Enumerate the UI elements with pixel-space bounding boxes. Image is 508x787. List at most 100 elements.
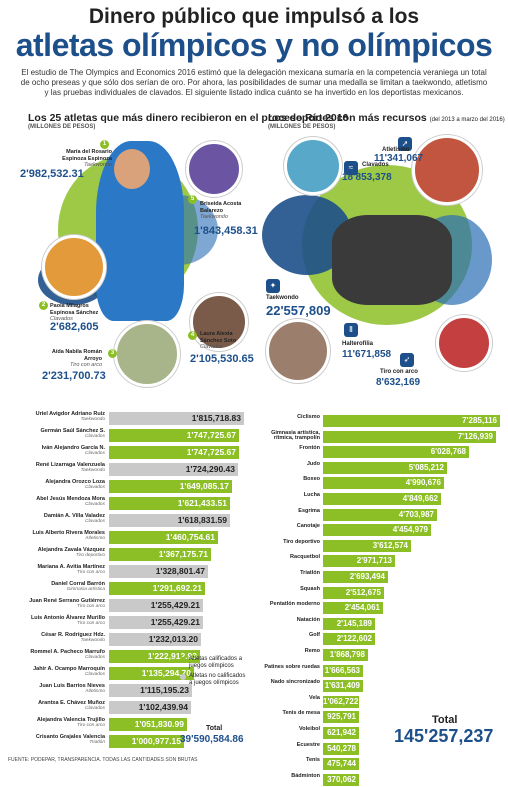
athlete-name: Mariana A. Avitia Martínez Tiro con arco	[10, 564, 105, 576]
sport-value-label: 621,942	[327, 728, 356, 737]
sport-name: Boxeo	[303, 476, 320, 483]
athlete-3-photo	[114, 321, 180, 387]
athlete-bar	[109, 599, 203, 612]
legend-swatch-gray	[180, 674, 186, 680]
sport-name: Golf	[309, 632, 320, 639]
athlete-name: Damián A. Villa Valadez Clavados	[10, 513, 105, 525]
sport-row: Natación 2'145,189	[262, 616, 502, 632]
athlete-bar	[109, 514, 230, 527]
athlete-sport: Clavados	[85, 502, 105, 507]
sport-value-label: 4'849,662	[402, 494, 438, 503]
sport-value-label: 4'454,979	[392, 525, 428, 535]
weightlifting-photo	[266, 319, 330, 383]
athlete-row: Alejandra Zavala Vázquez Tiro deportivo 1'…	[10, 546, 250, 563]
source-note: FUENTE: PODEPAR, TRANSPARENCIA. TODAS LA…	[8, 757, 198, 763]
sport-row: Voleibol 621,942	[262, 725, 502, 741]
athlete-name: Juan Luis Barrios Nieves Atletismo	[10, 683, 105, 695]
athlete-bar	[109, 684, 192, 697]
sport-row: Esgrima 4'703,987	[262, 507, 502, 523]
sport-bar	[323, 664, 363, 677]
athlete-sport: Gimnasia artística	[66, 587, 105, 592]
sport-name: Voleibol	[299, 726, 320, 732]
sport-name: Canotaje	[296, 523, 320, 530]
legend-item-not-qualified: Atletas no calificados a juegos olímpico…	[180, 673, 250, 686]
sport-row: Canotaje 4'454,979	[262, 522, 502, 538]
left-section-title: Los 25 atletas que más dinero recibieron…	[28, 112, 349, 124]
sport-bar	[323, 680, 363, 693]
athlete-sport: Tiro con arco	[77, 570, 105, 575]
sport-bar	[323, 742, 359, 755]
sports-photo-collage: ≈ Clavados 18'853,378 ➚ Atletismo 11'341…	[262, 135, 502, 390]
sport-amount: 18'853,378	[342, 172, 392, 183]
athlete-sport: Taekwondo	[80, 638, 105, 643]
taekwondo-fight-photo	[332, 215, 452, 305]
sport-name: Lucha	[303, 492, 320, 498]
sport-bar	[323, 539, 411, 552]
athlete-bar	[109, 446, 239, 459]
athlete-bar	[109, 633, 201, 646]
athlete-row: Iván Alejandro García N. Clavados 1'747,72…	[10, 444, 250, 461]
sport-bar	[323, 477, 444, 490]
archery-icon: ➶	[400, 353, 414, 367]
athlete-value-label: 1'232,013.20	[148, 634, 198, 644]
athletes-photo-collage: 1 María del Rosario Espinoza Espinoza Tae…	[18, 135, 258, 390]
athlete-value-label: 1'051,830.99	[134, 719, 184, 729]
sport-row: Pentatlón moderno 2'454,061	[262, 600, 502, 616]
right-section-title-note: (del 2013 a marzo del 2016)	[429, 117, 505, 123]
taekwondo-icon: ✦	[266, 279, 280, 293]
athlete-row: Crisanto Grajales Valencia Triatlón 1'000,…	[10, 733, 250, 750]
sport-name: Squash	[300, 585, 320, 592]
athlete-name: Iván Alejandro García N. Clavados	[10, 445, 105, 457]
athlete-name: Alejandra Valencia Trujillo Tiro con arco	[10, 717, 105, 729]
athlete-name: Luis Alberto Rivera Morales Atletismo	[10, 530, 105, 542]
athlete-row: César R. Rodríguez Hdz. Taekwondo 1'232,01…	[10, 631, 250, 648]
sport-value-label: 1'666,563	[324, 665, 360, 675]
athlete-sport: Tiro con arco	[77, 723, 105, 728]
sport-name: Gimnasia artística, rítmica, trampolín	[271, 429, 320, 442]
sport-bar	[323, 571, 388, 583]
athlete-bar	[109, 429, 239, 442]
sport-name: Triatlón	[300, 570, 320, 576]
sport-name: Racquetbol	[290, 554, 320, 561]
sport-label: Atletismo	[382, 147, 410, 153]
sport-amount: 22'557,809	[266, 303, 331, 318]
athlete-value-label: 1'460,754.61	[165, 532, 215, 542]
sport-row: Bádminton 370,062	[262, 772, 502, 787]
athlete-4-name: Laura Alexia Sánchez Soto Clavados	[200, 331, 237, 350]
weightlifting-icon: Ⅱ	[344, 323, 358, 337]
right-section-subtitle: (MILLONES DE PESOS)	[268, 124, 336, 130]
athlete-bar	[109, 735, 184, 748]
sport-amount: 11'341,067	[374, 153, 424, 164]
sport-name: Tiro deportivo	[283, 538, 320, 545]
sport-row: Frontón 6'028,768	[262, 444, 502, 460]
athlete-1-name: María del Rosario Espinoza Espinoza Taekw…	[62, 149, 112, 168]
athlete-row: Luis Alberto Rivera Morales Atletismo 1'46…	[10, 529, 250, 546]
athlete-sport: Clavados	[85, 519, 105, 524]
right-total-value: 145'257,237	[394, 726, 494, 746]
athlete-value-label: 1'815,718.83	[191, 413, 241, 423]
athlete-name: Germán Saúl Sánchez S. Clavados	[10, 428, 106, 440]
athlete-sport: Tiro con arco	[77, 621, 105, 626]
athlete-sport: Clavados	[85, 434, 105, 439]
athlete-name: César R. Rodríguez Hdz. Taekwondo	[10, 632, 105, 644]
sport-value-label: 2'145,189	[336, 618, 372, 628]
athlete-bar	[109, 650, 200, 663]
sport-name: Pentatlón moderno	[269, 601, 320, 608]
athlete-bar	[109, 701, 191, 714]
right-total-label: Total	[432, 714, 458, 726]
athlete-row: Luis Antonio Álvarez Murillo Tiro con arc…	[10, 614, 250, 631]
athlete-bar	[109, 531, 218, 544]
athlete-bar	[109, 463, 238, 476]
sport-value-label: 6'028,768	[430, 447, 466, 457]
athlete-row: Abel Jesús Mendoza Mora Clavados 1'621,433…	[10, 495, 250, 512]
athlete-name: Daniel Corral Barrón Gimnasia artística	[10, 581, 105, 593]
sport-bar	[323, 508, 437, 521]
athlete-row: Juan René Serrano Gutiérrez Tiro con arco…	[10, 597, 250, 614]
sport-row: Tenis de mesa 925,791	[262, 709, 502, 725]
athlete-5-photo	[186, 141, 242, 197]
athlete-name: Rommel A. Pacheco Marrufo Clavados	[10, 649, 105, 661]
athlete-row: Alejandra Orozco Loza Clavados 1'649,085.1…	[10, 478, 250, 495]
athlete-row: Damián A. Villa Valadez Clavados 1'618,831…	[10, 512, 250, 529]
athlete-name: Jahir A. Ocampo Marroquín Clavados	[10, 666, 105, 678]
athlete-row: Rommel A. Pacheco Marrufo Clavados 1'222,9…	[10, 648, 250, 665]
